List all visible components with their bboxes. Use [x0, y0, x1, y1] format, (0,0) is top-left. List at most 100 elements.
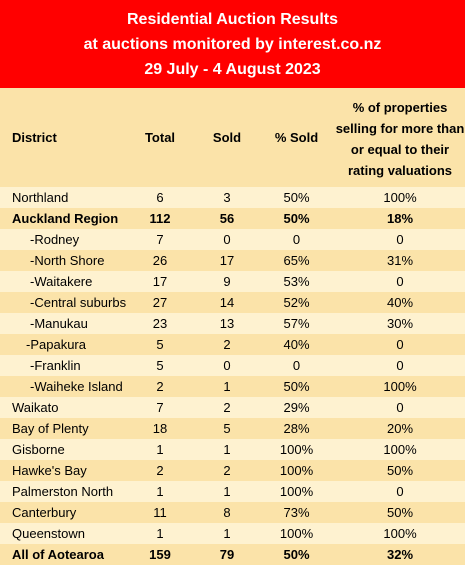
cell-sold: 17 [196, 250, 258, 271]
results-table: District Total Sold % Sold % of properti… [0, 88, 465, 565]
table-row: Gisborne 1 1 100% 100% [0, 439, 465, 460]
column-header-sold: Sold [196, 88, 258, 187]
table-row: -Waitakere 17 9 53% 0 [0, 271, 465, 292]
cell-pct-rating: 40% [335, 292, 465, 313]
cell-pct-sold: 40% [258, 334, 335, 355]
cell-total: 23 [124, 313, 196, 334]
cell-pct-sold: 50% [258, 544, 335, 565]
cell-total: 5 [124, 334, 196, 355]
table-row: Hawke's Bay 2 2 100% 50% [0, 460, 465, 481]
cell-sold: 0 [196, 355, 258, 376]
cell-pct-sold: 73% [258, 502, 335, 523]
cell-sold: 1 [196, 481, 258, 502]
cell-pct-rating: 32% [335, 544, 465, 565]
cell-pct-sold: 100% [258, 481, 335, 502]
cell-total: 27 [124, 292, 196, 313]
column-header-district: District [0, 88, 124, 187]
cell-pct-rating: 0 [335, 481, 465, 502]
cell-district: -Franklin [0, 355, 124, 376]
cell-pct-rating: 31% [335, 250, 465, 271]
cell-sold: 79 [196, 544, 258, 565]
cell-district: -Waiheke Island [0, 376, 124, 397]
cell-sold: 8 [196, 502, 258, 523]
cell-pct-rating: 0 [335, 271, 465, 292]
cell-total: 159 [124, 544, 196, 565]
cell-pct-sold: 65% [258, 250, 335, 271]
cell-total: 7 [124, 397, 196, 418]
cell-sold: 0 [196, 229, 258, 250]
table-row: All of Aotearoa 159 79 50% 32% [0, 544, 465, 565]
cell-pct-sold: 100% [258, 439, 335, 460]
cell-sold: 1 [196, 439, 258, 460]
cell-pct-sold: 50% [258, 376, 335, 397]
table-row: -Papakura 5 2 40% 0 [0, 334, 465, 355]
table-row: -Manukau 23 13 57% 30% [0, 313, 465, 334]
cell-pct-rating: 18% [335, 208, 465, 229]
cell-pct-sold: 0 [258, 229, 335, 250]
cell-sold: 2 [196, 334, 258, 355]
cell-total: 5 [124, 355, 196, 376]
cell-district: -North Shore [0, 250, 124, 271]
cell-pct-rating: 0 [335, 355, 465, 376]
column-header-pct-sold: % Sold [258, 88, 335, 187]
table-row: -Franklin 5 0 0 0 [0, 355, 465, 376]
cell-district: -Rodney [0, 229, 124, 250]
cell-pct-rating: 100% [335, 523, 465, 544]
cell-pct-rating: 20% [335, 418, 465, 439]
cell-sold: 13 [196, 313, 258, 334]
column-header-pct-rating: % of properties selling for more than or… [335, 88, 465, 187]
cell-pct-rating: 50% [335, 460, 465, 481]
cell-district: Hawke's Bay [0, 460, 124, 481]
cell-pct-rating: 100% [335, 376, 465, 397]
table-row: Queenstown 1 1 100% 100% [0, 523, 465, 544]
cell-pct-rating: 100% [335, 187, 465, 208]
cell-total: 1 [124, 439, 196, 460]
cell-total: 2 [124, 376, 196, 397]
cell-district: Palmerston North [0, 481, 124, 502]
cell-district: Queenstown [0, 523, 124, 544]
cell-sold: 2 [196, 460, 258, 481]
cell-district: Waikato [0, 397, 124, 418]
cell-total: 26 [124, 250, 196, 271]
cell-pct-sold: 57% [258, 313, 335, 334]
cell-pct-sold: 100% [258, 523, 335, 544]
cell-district: Auckland Region [0, 208, 124, 229]
cell-pct-sold: 52% [258, 292, 335, 313]
cell-total: 17 [124, 271, 196, 292]
cell-district: Canterbury [0, 502, 124, 523]
table-row: Bay of Plenty 18 5 28% 20% [0, 418, 465, 439]
title-line-3: 29 July - 4 August 2023 [144, 60, 321, 78]
cell-pct-sold: 50% [258, 208, 335, 229]
cell-district: Gisborne [0, 439, 124, 460]
cell-district: -Papakura [0, 334, 124, 355]
cell-pct-rating: 0 [335, 334, 465, 355]
cell-sold: 14 [196, 292, 258, 313]
cell-pct-sold: 53% [258, 271, 335, 292]
cell-district: Bay of Plenty [0, 418, 124, 439]
cell-total: 1 [124, 481, 196, 502]
cell-pct-rating: 0 [335, 229, 465, 250]
cell-pct-sold: 100% [258, 460, 335, 481]
cell-pct-sold: 50% [258, 187, 335, 208]
cell-total: 1 [124, 523, 196, 544]
table-row: Waikato 7 2 29% 0 [0, 397, 465, 418]
cell-pct-rating: 50% [335, 502, 465, 523]
cell-pct-rating: 0 [335, 397, 465, 418]
column-header-total: Total [124, 88, 196, 187]
cell-total: 6 [124, 187, 196, 208]
cell-total: 2 [124, 460, 196, 481]
cell-pct-sold: 28% [258, 418, 335, 439]
cell-pct-rating: 100% [335, 439, 465, 460]
cell-total: 7 [124, 229, 196, 250]
cell-pct-sold: 29% [258, 397, 335, 418]
table-row: -Waiheke Island 2 1 50% 100% [0, 376, 465, 397]
cell-sold: 3 [196, 187, 258, 208]
title-banner: Residential Auction Results at auctions … [0, 0, 465, 88]
table-row: Northland 6 3 50% 100% [0, 187, 465, 208]
cell-pct-rating: 30% [335, 313, 465, 334]
cell-pct-sold: 0 [258, 355, 335, 376]
cell-sold: 1 [196, 376, 258, 397]
cell-district: All of Aotearoa [0, 544, 124, 565]
cell-total: 18 [124, 418, 196, 439]
